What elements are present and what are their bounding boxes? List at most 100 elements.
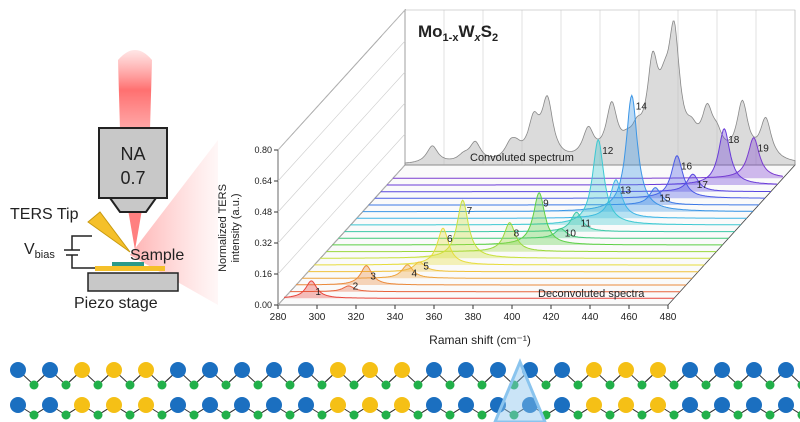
peak-label: 8 [514, 229, 520, 240]
vbias-v: V [24, 241, 35, 258]
peak-area [374, 155, 765, 199]
objective-nose [108, 197, 158, 213]
atom-metal [74, 362, 90, 378]
atom-metal [394, 362, 410, 378]
t5: 2 [492, 32, 498, 44]
atom-metal [586, 397, 602, 413]
annotation: Deconvoluted spectra [538, 288, 645, 300]
y-tick-label: 0.00 [254, 300, 272, 310]
atom-s [765, 410, 775, 420]
t4: S [481, 22, 492, 41]
atom-s [797, 380, 800, 390]
x-tick-label: 320 [348, 312, 365, 323]
atom-s [413, 380, 423, 390]
peak [302, 264, 693, 279]
peak-label: 11 [581, 218, 592, 229]
atom-s [605, 410, 615, 420]
atom-metal [778, 397, 794, 413]
atom-s [317, 380, 327, 390]
atom-metal [458, 362, 474, 378]
peak [326, 222, 717, 253]
atom-metal [10, 397, 26, 413]
atom-metal [362, 397, 378, 413]
peak-label: 12 [602, 146, 614, 157]
atom-s [125, 380, 135, 390]
stage-label: Piezo stage [74, 295, 158, 312]
y-tick-label: 0.80 [254, 145, 272, 155]
atom-s [605, 380, 615, 390]
atom-metal [586, 362, 602, 378]
atom-metal [746, 397, 762, 413]
peak-label: 1 [315, 287, 321, 298]
y-tick-label: 0.16 [254, 269, 272, 279]
peak [368, 187, 759, 206]
tip-glow [493, 358, 547, 422]
atom-s [29, 380, 39, 390]
atom-metal [74, 397, 90, 413]
annotation: Convoluted spectrum [470, 152, 574, 164]
atom-metal [394, 397, 410, 413]
peak [350, 138, 741, 226]
peak-area [332, 192, 723, 245]
atom-s [189, 380, 199, 390]
atom-s [637, 380, 647, 390]
atom-s [221, 410, 231, 420]
convoluted-spectrum [404, 20, 796, 166]
x-tick-label: 420 [543, 312, 560, 323]
atom-s [125, 410, 135, 420]
na-label: NA [120, 144, 145, 164]
piezo-stage [87, 272, 179, 292]
sample-label: Sample [130, 247, 184, 264]
grid-line [277, 9, 406, 151]
atom-s [381, 410, 391, 420]
peak [283, 280, 674, 299]
atom-metal [426, 362, 442, 378]
atom-s [253, 380, 263, 390]
x-tick-label: 400 [504, 312, 521, 323]
x-tick-label: 340 [387, 312, 404, 323]
atom-s [349, 410, 359, 420]
atom-s [477, 380, 487, 390]
x-tick-label: 480 [660, 312, 677, 323]
peak-label: 13 [620, 186, 632, 197]
peak [314, 227, 705, 266]
atom-metal [522, 397, 538, 413]
grid-line [277, 133, 406, 275]
atom-s [669, 410, 679, 420]
tip-label: TERS Tip [10, 206, 79, 223]
atom-metal [138, 362, 154, 378]
atom-metal [682, 397, 698, 413]
atom-metal [618, 397, 634, 413]
peak-area [392, 137, 783, 179]
scatter-cone [130, 140, 218, 305]
atom-metal [362, 362, 378, 378]
atom-s [541, 380, 551, 390]
atom-s [29, 410, 39, 420]
atom-s [445, 380, 455, 390]
atom-s [797, 410, 800, 420]
atom-s [509, 410, 519, 420]
atom-metal [714, 397, 730, 413]
peak-label: 2 [353, 282, 359, 293]
lattice [10, 358, 800, 422]
atom-s [733, 380, 743, 390]
peak [362, 94, 753, 213]
grid-line [277, 164, 406, 306]
peak [356, 178, 747, 219]
peak-label: 17 [697, 180, 709, 191]
atom-metal [202, 397, 218, 413]
peak [380, 173, 771, 193]
grid-line [277, 40, 406, 182]
peak [344, 211, 735, 233]
atom-metal [266, 397, 282, 413]
atom-s [189, 410, 199, 420]
peak-label: 7 [467, 206, 473, 217]
laser-beam [118, 50, 152, 130]
peak-area [380, 174, 771, 192]
ters-tip [87, 211, 131, 253]
x-tick-label: 280 [270, 312, 287, 323]
peak-area [386, 128, 777, 185]
atom-metal [554, 397, 570, 413]
t1: 1-x [443, 32, 460, 44]
atom-s [573, 380, 583, 390]
